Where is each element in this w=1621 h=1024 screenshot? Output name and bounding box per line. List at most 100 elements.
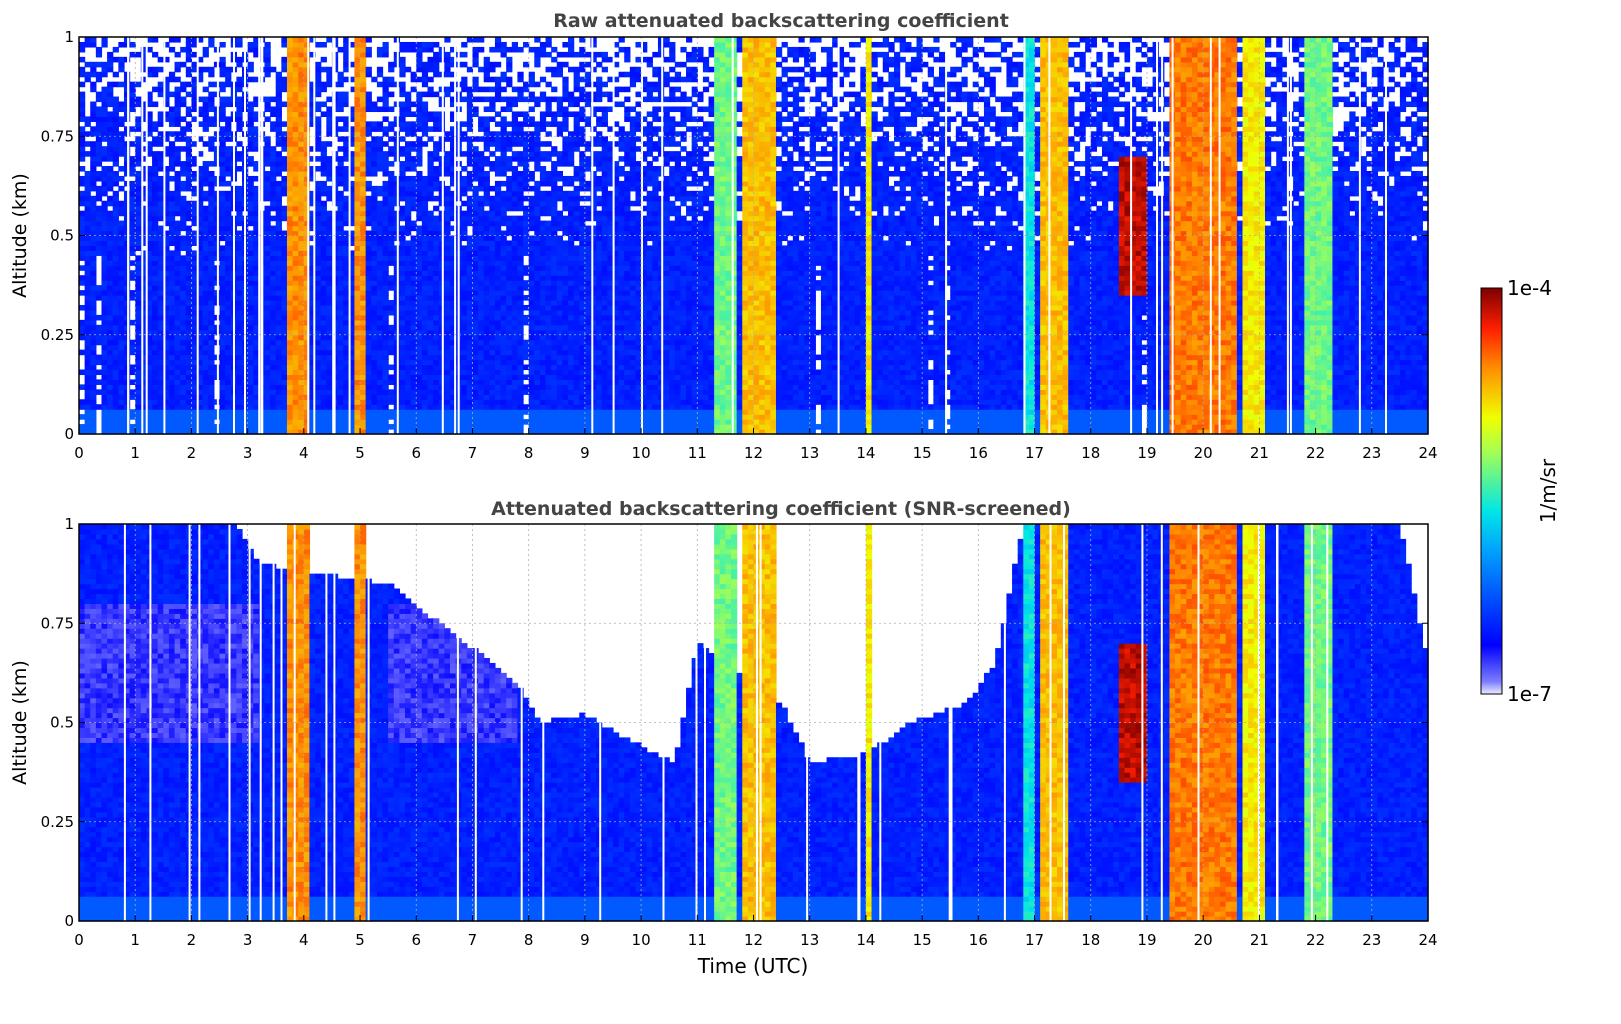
heatmap-cell	[79, 220, 86, 227]
heatmap-cell	[140, 56, 148, 63]
heatmap-cell	[472, 344, 479, 351]
heatmap-cell	[247, 131, 254, 137]
heatmap-cell	[180, 131, 187, 137]
heatmap-cell	[376, 230, 384, 237]
heatmap-cell	[146, 384, 153, 390]
heatmap-cell	[326, 131, 333, 137]
heatmap-cell	[275, 235, 282, 242]
heatmap-cell	[247, 210, 254, 217]
heatmap-cell	[219, 170, 226, 177]
heatmap-cell	[112, 334, 119, 341]
heatmap-cell	[292, 399, 299, 405]
heatmap-cell	[281, 240, 288, 247]
heatmap-cell	[286, 76, 294, 83]
heatmap-cell	[382, 364, 389, 371]
heatmap-cell	[286, 166, 294, 172]
heatmap-cell	[399, 185, 406, 192]
heatmap-cell	[354, 349, 361, 356]
heatmap-cell	[427, 339, 434, 346]
heatmap-cell	[405, 240, 412, 247]
heatmap-cell	[270, 419, 277, 425]
heatmap-cell	[444, 131, 451, 137]
heatmap-cell	[449, 314, 457, 321]
heatmap-cell	[79, 334, 86, 341]
heatmap-cell	[95, 146, 103, 152]
heatmap-cell	[326, 225, 333, 232]
heatmap-cell	[247, 185, 254, 192]
heatmap-cell	[472, 270, 479, 276]
heatmap-cell	[410, 205, 417, 212]
heatmap-cell	[405, 394, 412, 400]
heatmap-cell	[157, 304, 164, 311]
heatmap-cell	[303, 37, 311, 43]
heatmap-cell	[444, 344, 451, 351]
heatmap-cell	[466, 334, 474, 341]
heatmap-cell	[152, 399, 159, 405]
heatmap-cell	[168, 389, 176, 395]
heatmap-cell	[360, 270, 367, 276]
heatmap-cell	[197, 205, 204, 212]
heatmap-cell	[416, 46, 423, 53]
heatmap-cell	[84, 41, 91, 48]
heatmap-cell	[129, 260, 136, 266]
heatmap-cell	[129, 424, 136, 430]
heatmap-cell	[140, 389, 148, 395]
heatmap-cell	[388, 91, 395, 98]
heatmap-cell	[461, 255, 468, 261]
heatmap-cell	[466, 309, 474, 316]
heatmap-cell	[472, 265, 479, 271]
heatmap-cell	[478, 369, 485, 376]
heatmap-cell	[433, 344, 440, 351]
heatmap-cell	[298, 41, 305, 48]
heatmap-cell	[292, 344, 299, 351]
heatmap-cell	[298, 324, 305, 331]
heatmap-cell	[348, 324, 356, 331]
heatmap-cell	[79, 225, 86, 232]
heatmap-cell	[219, 364, 226, 371]
heatmap-cell	[376, 71, 384, 78]
heatmap-cell	[320, 309, 327, 316]
heatmap-cell	[489, 314, 496, 321]
heatmap-cell	[416, 111, 423, 117]
heatmap-cell	[292, 170, 299, 177]
heatmap-cell	[489, 270, 496, 276]
heatmap-cell	[90, 250, 97, 256]
heatmap-cell	[168, 285, 176, 291]
heatmap-cell	[112, 46, 119, 53]
heatmap-cell	[472, 76, 479, 83]
heatmap-cell	[208, 106, 215, 113]
heatmap-cell	[427, 86, 434, 93]
heatmap-cell	[191, 314, 198, 321]
heatmap-cell	[303, 349, 311, 356]
heatmap-cell	[191, 220, 198, 227]
heatmap-cell	[275, 106, 282, 113]
heatmap-cell	[225, 260, 232, 266]
heatmap-cell	[427, 111, 434, 117]
heatmap-cell	[371, 334, 378, 341]
heatmap-cell	[95, 195, 103, 202]
heatmap-cell	[405, 96, 412, 103]
heatmap-cell	[326, 156, 333, 162]
heatmap-cell	[326, 404, 333, 410]
heatmap-cell	[84, 180, 91, 187]
heatmap-cell	[449, 190, 457, 197]
heatmap-cell	[427, 329, 434, 336]
heatmap-cell	[399, 166, 406, 172]
heatmap-cell	[466, 255, 474, 261]
heatmap-cell	[337, 96, 344, 103]
heatmap-cell	[298, 235, 305, 242]
heatmap-cell	[427, 166, 434, 172]
heatmap-cell	[343, 250, 350, 256]
heatmap-cell	[399, 290, 406, 296]
heatmap-cell	[163, 245, 170, 251]
heatmap-cell	[95, 285, 103, 291]
heatmap-cell	[410, 175, 417, 182]
heatmap-cell	[146, 364, 153, 371]
heatmap-cell	[472, 319, 479, 326]
heatmap-cell	[152, 205, 159, 212]
heatmap-cell	[107, 136, 114, 142]
heatmap-cell	[163, 175, 170, 182]
heatmap-cell	[219, 314, 226, 321]
heatmap-cell	[264, 424, 271, 430]
